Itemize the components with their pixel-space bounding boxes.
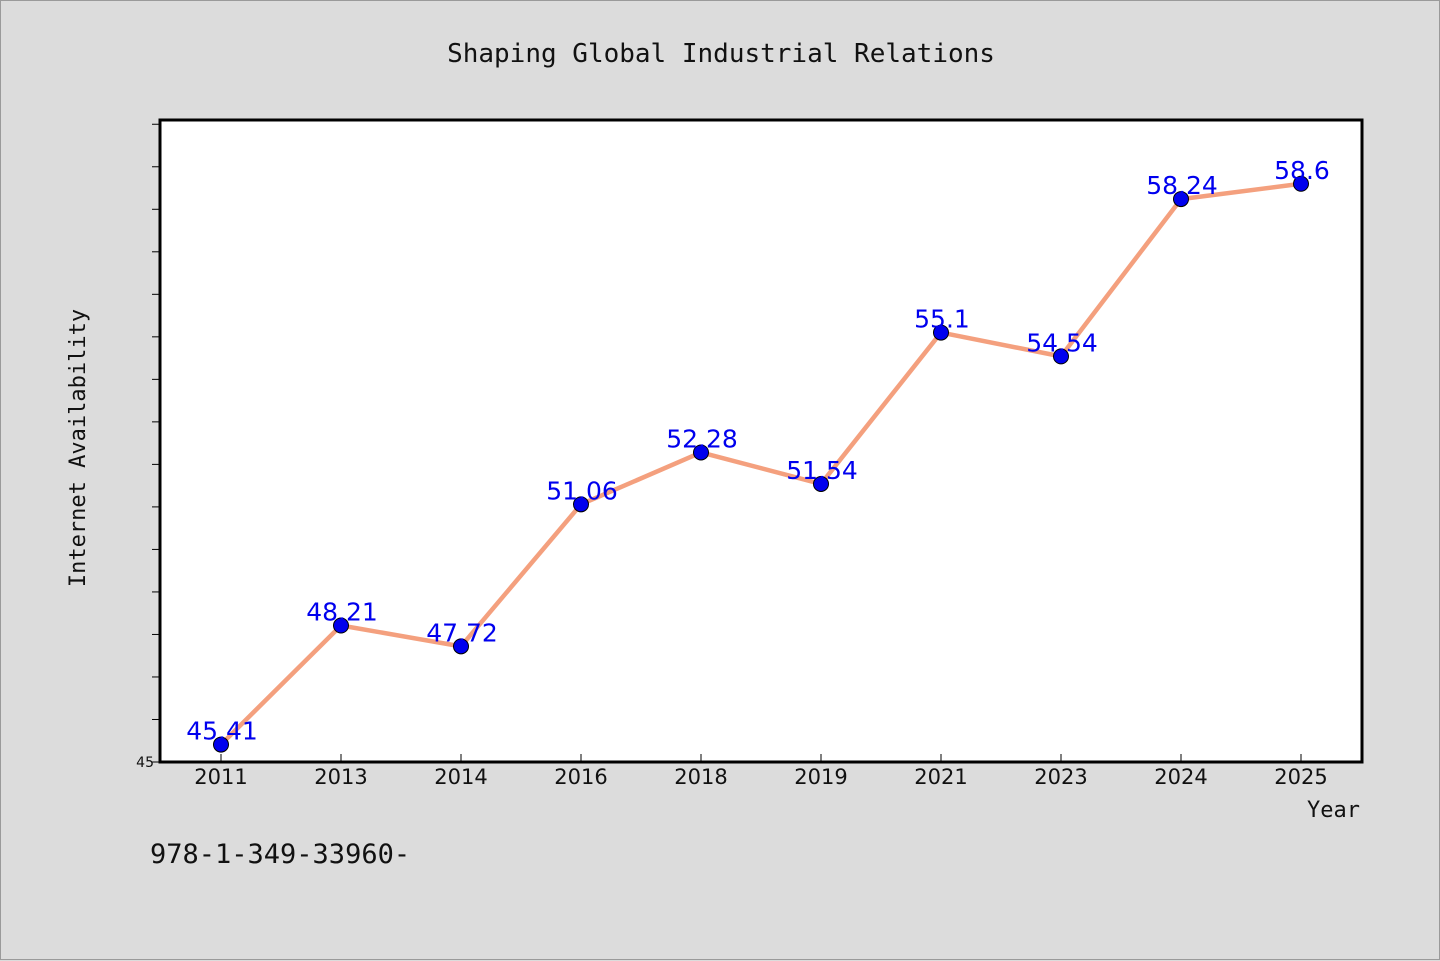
data-series (213, 175, 1309, 753)
data-label: 51.06 (546, 476, 618, 505)
data-point-marker (693, 444, 709, 461)
data-label: 48.21 (306, 598, 378, 627)
data-label: 52.28 (666, 424, 738, 453)
x-tick-label: 2013 (314, 765, 367, 789)
data-label: 47.72 (426, 618, 498, 647)
footer-code: 978-1-349-33960- (150, 839, 410, 870)
data-point-marker (453, 638, 469, 655)
x-tick-label: 2023 (1034, 765, 1087, 789)
data-label: 51.54 (786, 456, 858, 485)
x-tick-label: 2018 (674, 765, 727, 789)
data-point-marker (1293, 175, 1309, 192)
y-tick-label: 45 (136, 755, 154, 771)
y-axis-tick-labels: 45 (136, 755, 154, 771)
plot-area (158, 118, 1364, 764)
data-point-marker (333, 617, 349, 634)
x-tick-label: 2014 (434, 765, 487, 789)
data-labels: 45.41 48.21 47.72 51.06 52.28 51.54 55.1 54.54 5… (186, 156, 1330, 746)
x-tick-label: 2019 (794, 765, 847, 789)
x-axis-tick-labels: 2011 2013 2014 2016 2018 2019 2021 2023 2024 2025 (194, 765, 1327, 789)
x-tick-label: 2016 (554, 765, 607, 789)
data-point-marker (213, 736, 229, 753)
data-label: 54.54 (1026, 328, 1098, 357)
data-point-marker (573, 496, 589, 513)
x-tick-label: 2024 (1154, 765, 1207, 789)
x-tick-label: 2011 (194, 765, 247, 789)
data-label: 58.6 (1274, 156, 1330, 185)
data-point-marker (813, 475, 829, 492)
x-tick-label: 2025 (1274, 765, 1327, 789)
data-label: 58.24 (1146, 171, 1218, 200)
x-axis-ticks (220, 754, 1302, 762)
chart-title: Shaping Global Industrial Relations (447, 39, 995, 69)
x-axis-label: Year (1307, 798, 1360, 823)
data-point-marker (1053, 348, 1069, 365)
x-tick-label: 2021 (914, 765, 967, 789)
y-axis-ticks (152, 123, 160, 763)
data-point-marker (933, 324, 949, 341)
data-point-marker (1173, 191, 1189, 208)
data-label: 55.1 (914, 305, 970, 334)
data-label: 45.41 (186, 717, 258, 746)
series-line (218, 181, 1304, 747)
y-axis-label: Internet Availability (66, 309, 91, 587)
